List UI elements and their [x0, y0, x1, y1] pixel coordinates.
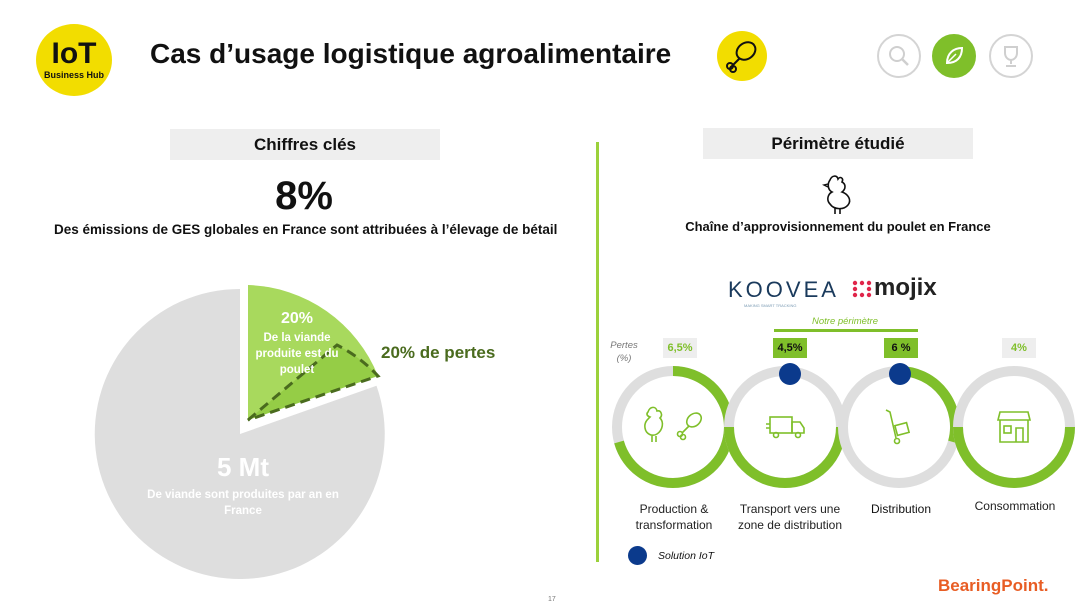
rooster-icon	[816, 172, 858, 221]
stage-label-consumption: Consommation	[974, 499, 1056, 513]
stage-pct-transport: 4,5%	[773, 338, 807, 358]
magnifier-icon[interactable]	[877, 34, 921, 78]
truck-icon	[766, 416, 805, 439]
pie-slice-pct: 20%	[280, 310, 314, 327]
pie-loss-slice	[248, 345, 378, 420]
trophy-icon[interactable]	[989, 34, 1033, 78]
ghg-percentage: 8%	[275, 174, 333, 218]
scope-header: Périmètre étudié	[703, 128, 973, 159]
stage-pct-production: 6,5%	[663, 338, 697, 358]
logo-title: IoT	[51, 37, 97, 70]
koovea-tagline: MAKING SMART TRACKING	[744, 303, 797, 308]
pie-chicken-slice	[248, 285, 378, 420]
page-number: 17	[548, 596, 556, 603]
iot-dot-transport	[779, 363, 801, 385]
stage-label-transport: Transport vers une zone de distribution	[737, 502, 843, 532]
chicken-drumstick-icon	[644, 406, 703, 442]
key-figures-header: Chiffres clés	[170, 129, 440, 160]
section-divider	[596, 142, 599, 562]
iot-dot-distribution	[889, 363, 911, 385]
mojix-logo: mojix	[874, 274, 937, 301]
iot-business-hub-logo: IoT Business Hub	[36, 24, 112, 96]
ghg-caption: Des émissions de GES globales en France …	[54, 222, 558, 237]
shop-icon	[996, 411, 1032, 443]
logo-subtitle: Business Hub	[43, 70, 104, 80]
stage-label-production: Production & transformation	[635, 502, 713, 532]
pie-main-text: De viande sont produites par an en Franc…	[147, 489, 339, 517]
pie-loss-outline	[247, 343, 381, 422]
loss-label: 20% de pertes	[381, 343, 496, 362]
pie-main-value: 5 Mt	[217, 452, 269, 482]
page-title: Cas d’usage logistique agroalimentaire	[150, 38, 672, 69]
stage-pct-consumption: 4%	[1002, 338, 1036, 358]
koovea-logo: KOOVEA	[728, 277, 839, 302]
stage-pct-distribution: 6 %	[884, 338, 918, 358]
perimeter-label: Notre périmètre	[812, 316, 878, 327]
legend-iot-dot	[628, 546, 647, 565]
pie-slice-text: De la viande produite est du poulet	[255, 332, 339, 376]
bearingpoint-logo: BearingPoint.	[938, 576, 1049, 595]
hand-trolley-icon	[885, 409, 911, 445]
supply-chain-rings	[612, 366, 1075, 488]
stage-label-distribution: Distribution	[870, 502, 932, 516]
pie-main-slice	[94, 288, 385, 579]
losses-label: Pertes (%)	[610, 340, 638, 364]
mojix-dots-icon	[852, 280, 872, 303]
legend-iot-label: Solution IoT	[658, 550, 715, 562]
chain-title: Chaîne d’approvisionnement du poulet en …	[685, 219, 991, 234]
perimeter-bracket	[774, 329, 918, 332]
leaf-icon[interactable]	[932, 34, 976, 78]
drumstick-icon	[717, 31, 767, 81]
meat-production-pie	[94, 285, 385, 579]
